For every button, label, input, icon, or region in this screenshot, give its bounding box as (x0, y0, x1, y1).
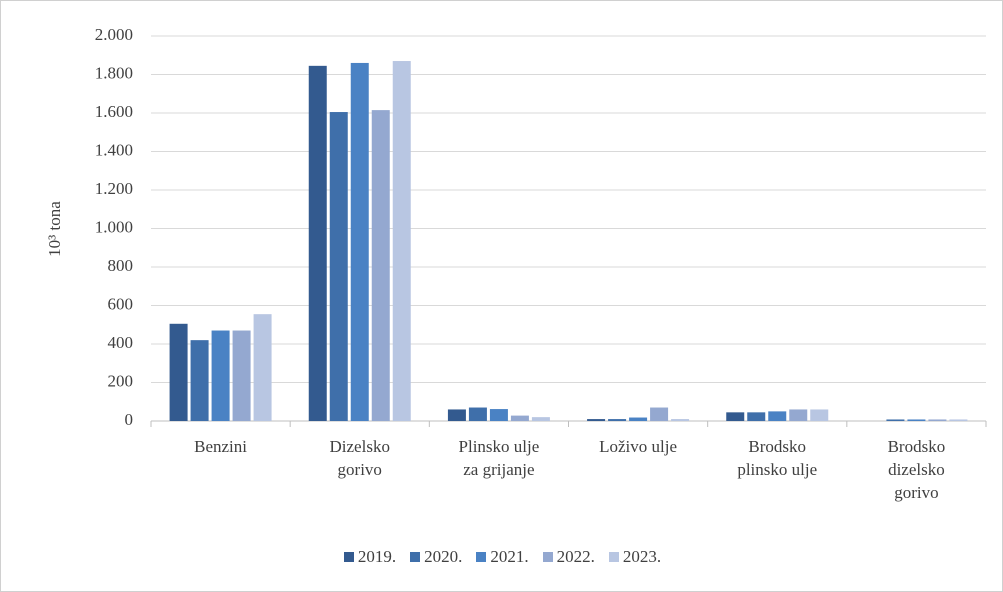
bar (531, 417, 550, 421)
y-tick-label: 1.000 (95, 217, 133, 236)
bar (211, 330, 230, 421)
legend-item: 2020. (410, 547, 462, 567)
bar (789, 409, 808, 421)
y-tick-label: 2.000 (95, 25, 133, 44)
bar (253, 314, 272, 421)
y-tick-label: 600 (108, 294, 134, 313)
y-tick-label: 1.400 (95, 140, 133, 159)
bar (489, 409, 508, 421)
bar (608, 419, 627, 421)
legend-swatch (343, 552, 354, 562)
bar (928, 419, 947, 421)
y-tick-label: 1.800 (95, 63, 133, 82)
legend-item: 2019. (343, 547, 397, 567)
x-tick-label: Dizelsko gorivo (329, 437, 390, 479)
bar (747, 412, 766, 421)
y-axis-label: 10³ tona (45, 201, 64, 257)
bar (650, 407, 669, 421)
legend-item: 2022. (542, 547, 595, 567)
bar (190, 340, 209, 421)
x-tick-label: Plinsko ulje za grijanje (458, 437, 540, 479)
x-tick-label: Loživo ulje (599, 437, 678, 456)
legend-swatch (410, 552, 421, 562)
bar (510, 415, 529, 421)
legend-swatch (476, 552, 487, 562)
bar (447, 409, 466, 421)
legend-label: 2023. (622, 547, 662, 566)
y-tick-label: 1.200 (95, 179, 133, 198)
bar (810, 409, 829, 421)
legend-label: 2021. (490, 547, 529, 566)
bar (169, 323, 188, 421)
bar (329, 112, 348, 421)
bar (587, 419, 606, 421)
bar (371, 110, 390, 422)
bar (949, 419, 968, 421)
x-tick-label: Brodsko plinsko ulje (737, 437, 818, 479)
legend-label: 2022. (556, 547, 595, 566)
legend-label: 2020. (424, 547, 463, 566)
bar (350, 62, 369, 421)
y-tick-label: 0 (125, 410, 134, 429)
legend-item: 2023. (608, 547, 662, 567)
bar (308, 65, 327, 422)
bar (726, 412, 745, 421)
bar (629, 417, 648, 421)
legend-swatch (542, 552, 553, 562)
y-tick-label: 200 (108, 371, 134, 390)
bar (907, 419, 926, 421)
bar (232, 330, 251, 421)
bar (768, 411, 787, 421)
legend-label: 2019. (357, 547, 397, 566)
y-tick-label: 400 (108, 333, 134, 352)
y-tick-label: 1.600 (95, 102, 133, 121)
bar (886, 419, 905, 421)
bar (392, 61, 411, 422)
legend-item: 2021. (476, 547, 529, 567)
x-tick-label: Brodsko dizelsko gorivo (887, 437, 946, 502)
x-tick-label: Benzini (194, 437, 248, 456)
bar (468, 407, 487, 421)
y-tick-label: 800 (108, 256, 134, 275)
bar (671, 419, 690, 421)
legend: 2019. 2020. 2021. 2022. 2023. (1, 547, 1002, 567)
legend-swatch (608, 552, 619, 562)
